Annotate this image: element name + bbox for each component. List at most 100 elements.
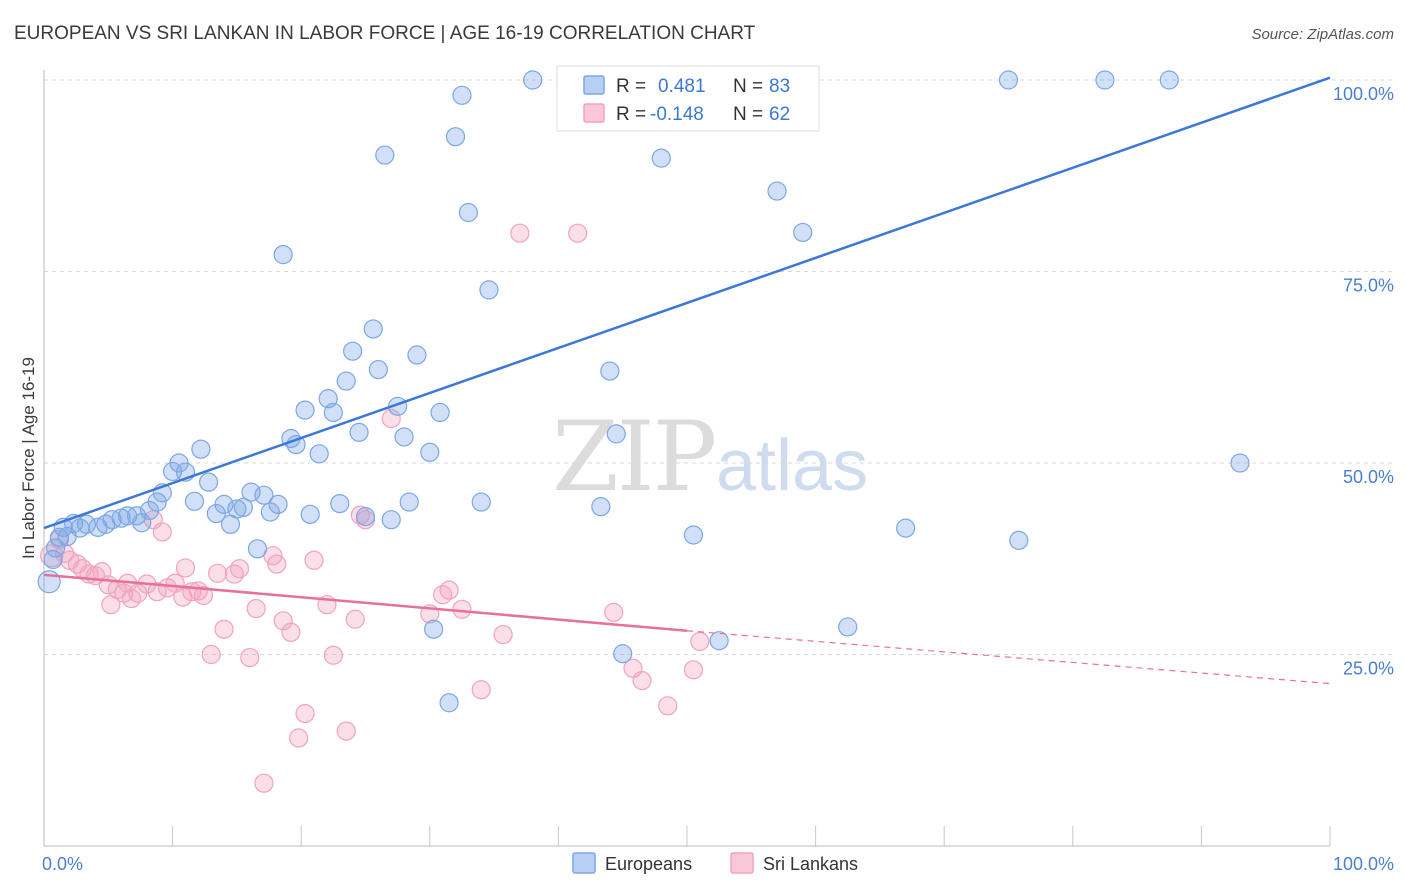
data-point-europeans [381,510,401,530]
data-point-srilankans [510,223,530,243]
data-point-europeans [273,245,293,265]
watermark: ZIP atlas [552,401,868,513]
data-point-srilankans [281,622,301,642]
data-point-europeans [76,514,97,534]
legend-r-europeans: 0.481 [658,76,706,97]
legend-r-label-srilankans: R = [616,104,646,125]
data-point-europeans [268,494,288,514]
data-point-europeans [399,492,419,512]
data-point-europeans [420,442,440,462]
data-point-europeans [471,492,491,512]
x-tick-label-min: 0.0% [42,854,83,874]
data-point-europeans [45,538,66,558]
y-tick-label: 25.0% [1343,659,1394,679]
data-point-europeans [233,497,253,518]
data-point-europeans [349,422,369,442]
bottom-legend: Europeans Sri Lankans [572,852,858,874]
data-point-europeans [407,345,427,365]
trend-line-srilankans [43,573,688,632]
data-point-srilankans [683,660,704,680]
data-point-srilankans [471,680,491,700]
bottom-legend-srilankans: Sri Lankans [763,854,858,874]
bottom-legend-swatch-srilankans [730,852,754,874]
data-point-europeans [132,513,152,533]
data-point-srilankans [336,721,356,741]
grid [43,79,1392,846]
data-point-europeans [523,70,543,90]
axes [43,70,1330,847]
data-point-europeans [147,492,167,512]
x-tick-label-max: 100.0% [1333,854,1394,874]
data-point-europeans [191,439,211,459]
legend-n-label-europeans: N = [733,76,763,97]
data-point-europeans [368,359,388,380]
data-point-europeans [184,491,205,511]
data-point-europeans [424,619,444,639]
data-point-srilankans [381,408,401,429]
legend-swatch-srilankans [583,103,605,123]
trend-line-srilankans-extension [686,630,1331,685]
data-point-europeans [227,499,247,519]
legend-r-srilankans: -0.148 [650,104,704,125]
data-point-srilankans [240,647,260,668]
data-point-srilankans [439,580,459,600]
data-point-europeans [247,539,268,559]
legend-swatch-europeans [583,75,605,95]
legend-n-europeans: 83 [769,76,790,97]
data-point-europeans [1159,70,1179,90]
trend-line-europeans [43,76,1331,530]
data-point-srilankans [632,670,652,691]
data-point-srilankans [304,550,324,570]
data-point-europeans [998,70,1019,90]
data-point-europeans [254,485,274,505]
data-point-srilankans [152,522,172,542]
data-point-europeans [439,693,459,713]
data-point-srilankans [345,609,365,629]
data-point-srilankans [323,645,343,665]
data-point-srilankans [493,624,513,645]
data-point-europeans [767,181,787,201]
data-point-srilankans [452,599,472,619]
y-tick-label: 100.0% [1333,84,1394,104]
y-tick-label: 75.0% [1343,276,1394,296]
data-point-srilankans [295,703,315,724]
legend-n-srilankans: 62 [769,104,790,125]
data-point-europeans [323,402,343,423]
data-point-europeans [1230,453,1250,473]
data-point-srilankans [147,582,167,602]
data-point-europeans [600,361,620,381]
data-point-srilankans [289,728,309,748]
y-tick-labels: 25.0% 50.0% 75.0% 100.0% [1333,84,1394,679]
data-point-europeans [838,617,858,637]
data-point-europeans [1095,70,1115,90]
chart-title: EUROPEAN VS SRI LANKAN IN LABOR FORCE | … [14,23,756,44]
data-point-europeans [606,424,626,444]
data-point-europeans [1009,530,1029,550]
data-point-srilankans [193,585,214,606]
data-point-srilankans [658,696,678,716]
data-point-europeans [309,444,329,464]
data-point-srilankans [254,773,274,793]
watermark-zip: ZIP [552,401,715,513]
data-point-europeans [709,631,729,651]
top-legend: R = 0.481 N = 83 R = -0.148 N = 62 [556,65,820,132]
data-point-europeans [651,148,671,168]
data-point-europeans [260,502,280,522]
data-point-europeans [591,497,611,517]
data-point-europeans [330,493,350,514]
data-point-srilankans [246,598,266,619]
y-tick-label: 50.0% [1343,467,1394,487]
bottom-legend-swatch-europeans [572,852,596,874]
data-point-europeans [375,145,395,165]
data-point-europeans [430,402,450,423]
data-point-europeans [363,319,383,339]
bottom-legend-europeans: Europeans [605,854,692,874]
data-point-srilankans [175,558,196,578]
data-point-europeans [479,280,499,300]
data-point-europeans [49,527,70,547]
y-axis-label: In Labor Force | Age 16-19 [19,357,38,559]
watermark-atlas: atlas [716,426,868,506]
data-point-europeans [295,400,315,420]
trend-lines [43,76,1331,685]
